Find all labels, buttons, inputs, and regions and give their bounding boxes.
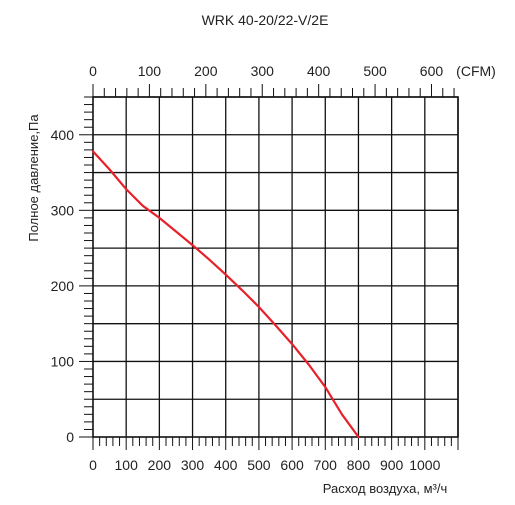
y-tick-label: 100	[51, 353, 75, 369]
x-tick-label: 700	[314, 457, 338, 473]
x-axis-label: Расход воздуха, м³/ч	[323, 481, 448, 496]
x-top-tick-label: 300	[251, 63, 275, 79]
x-top-tick-label: 100	[138, 63, 162, 79]
x-tick-label: 900	[380, 457, 404, 473]
x-tick-label: 600	[280, 457, 304, 473]
x-top-tick-label: 200	[194, 63, 218, 79]
y-tick-label: 400	[51, 127, 75, 143]
x-tick-label: 300	[181, 457, 205, 473]
x-tick-label: 100	[115, 457, 139, 473]
y-tick-label: 0	[66, 429, 74, 445]
grid	[93, 96, 459, 437]
plot-frame	[92, 96, 459, 438]
x-top-tick-label: 0	[89, 63, 97, 79]
x-top-tick-label: 400	[307, 63, 331, 79]
series-layer	[91, 150, 360, 439]
x-tick-label: 500	[247, 457, 271, 473]
x-top-tick-label: 600	[420, 63, 444, 79]
y-tick-label: 200	[51, 278, 75, 294]
x-tick-label: 1000	[409, 457, 440, 473]
x-tick-label: 800	[347, 457, 371, 473]
top-axis-unit-label: (CFM)	[456, 63, 496, 79]
x-tick-label: 400	[214, 457, 238, 473]
x-top-tick-label: 500	[363, 63, 387, 79]
chart-title: WRK 40-20/22-V/2E	[202, 12, 329, 28]
y-axis-label: Полное давление,Па	[26, 114, 41, 242]
y-tick-label: 300	[51, 202, 75, 218]
performance-curve	[91, 150, 360, 439]
axis-ticks	[79, 84, 459, 450]
x-tick-label: 200	[148, 457, 172, 473]
x-tick-label: 0	[89, 457, 97, 473]
axes	[92, 96, 459, 438]
